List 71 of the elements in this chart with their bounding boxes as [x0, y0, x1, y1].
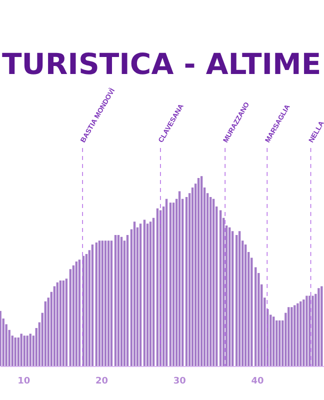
bar: [56, 282, 58, 366]
bar: [294, 305, 296, 366]
bar: [254, 267, 257, 366]
bar: [44, 301, 47, 366]
x-tick-label: 20: [95, 376, 108, 386]
bar: [91, 244, 94, 366]
bar: [278, 320, 281, 366]
bar: [72, 265, 75, 366]
bar: [78, 260, 81, 366]
bar: [143, 220, 146, 366]
bar: [65, 278, 68, 366]
bar: [238, 231, 241, 366]
bar: [231, 231, 234, 366]
bar: [53, 286, 56, 366]
chart-title: TURISTICA - ALTIME: [2, 47, 322, 81]
bar: [104, 240, 107, 366]
x-tick-label: 10: [18, 376, 30, 386]
bar: [69, 269, 72, 366]
bar: [59, 280, 62, 366]
bar: [306, 296, 308, 366]
bar: [23, 336, 26, 366]
bar: [101, 240, 104, 366]
bar: [29, 334, 32, 366]
bar: [20, 334, 22, 366]
bar: [296, 303, 299, 366]
bar: [120, 236, 123, 366]
bar: [302, 300, 305, 366]
bar: [126, 234, 129, 366]
bar: [95, 242, 98, 366]
x-tick-label: 30: [173, 376, 186, 386]
bar: [165, 198, 168, 366]
bar: [133, 222, 136, 366]
bar: [191, 187, 194, 366]
bar: [288, 307, 290, 366]
bar: [185, 196, 188, 366]
bar: [117, 234, 120, 366]
bar: [149, 222, 152, 366]
bar: [114, 234, 117, 366]
x-tick-label: 40: [251, 376, 264, 386]
bar: [272, 316, 275, 366]
bar: [210, 196, 212, 366]
bar: [14, 338, 16, 366]
bar: [75, 262, 78, 366]
bar: [197, 178, 200, 366]
bar: [236, 234, 238, 366]
bar: [219, 210, 222, 366]
bar: [200, 176, 203, 366]
bar: [146, 224, 149, 366]
bar: [312, 296, 314, 366]
bar: [98, 240, 101, 366]
bar: [212, 198, 215, 366]
bar: [17, 338, 20, 366]
bar: [276, 320, 278, 366]
bar: [228, 227, 231, 366]
bar: [156, 208, 159, 366]
bar: [169, 202, 172, 366]
bar: [178, 191, 181, 366]
bar: [172, 202, 175, 366]
bar: [139, 224, 142, 366]
bar: [244, 244, 247, 366]
bar: [300, 301, 302, 366]
bar: [85, 254, 88, 366]
bar: [152, 218, 155, 366]
bar: [290, 307, 293, 366]
bar: [308, 296, 311, 366]
bar: [318, 288, 320, 366]
bar: [107, 240, 110, 366]
bar: [320, 286, 323, 366]
bar: [110, 240, 113, 366]
bar: [62, 280, 64, 366]
bar: [26, 336, 28, 366]
